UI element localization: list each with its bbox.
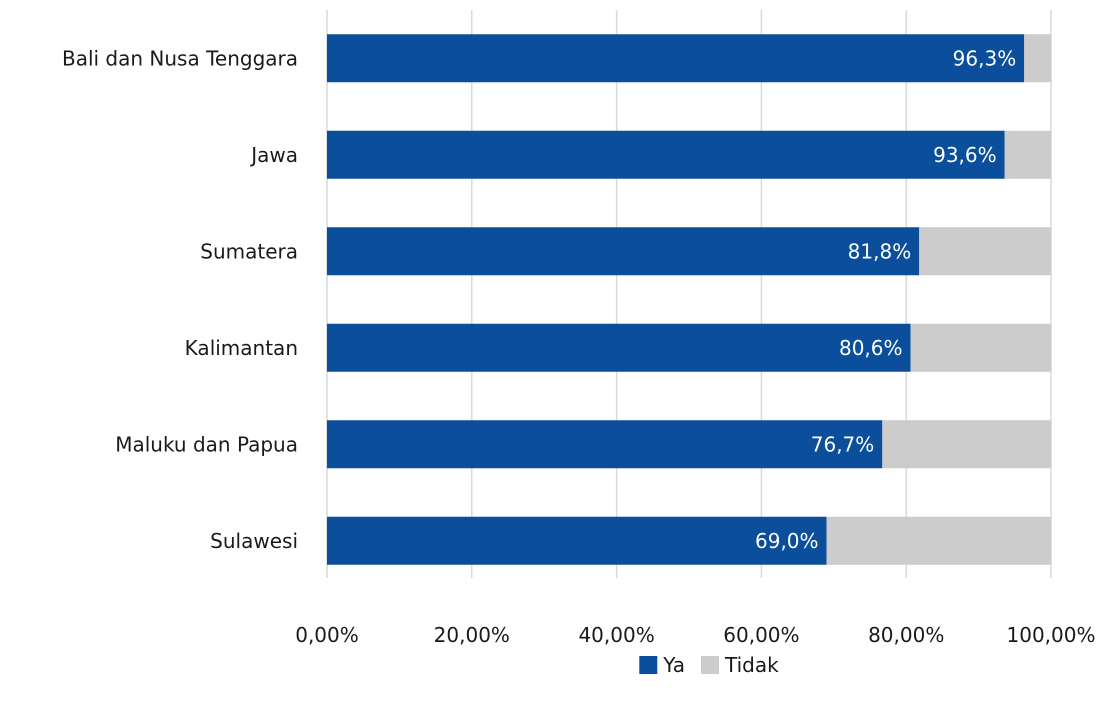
data-label: 80,6% [839,336,903,360]
bar-tidak-sumatera [919,227,1051,276]
legend-item: Ya [639,653,685,677]
legend-swatch [639,656,658,674]
bars [327,34,1051,565]
x-tick-label: 60,00% [723,623,799,647]
bar-tidak-jawa [1004,130,1051,179]
data-label: 96,3% [953,46,1017,70]
category-label: Sumatera [200,239,298,263]
bar-tidak-bali-dan-nusa-tenggara [1024,34,1051,83]
bar-ya-sumatera [327,227,920,276]
x-tick-label: 0,00% [295,623,359,647]
x-tick-label: 80,00% [868,623,944,647]
grid-lines [326,10,1052,578]
category-label: Bali dan Nusa Tenggara [62,46,298,70]
bar-ya-jawa [327,130,1005,179]
data-label: 69,0% [755,529,819,553]
category-label: Sulawesi [210,529,298,553]
data-label: 76,7% [811,432,875,456]
legend: Ya Tidak [639,653,779,677]
bar-tidak-kalimantan [910,323,1051,372]
x-tick-label: 20,00% [434,623,510,647]
bar-ya-sulawesi [327,516,827,565]
data-labels: 96,3% 93,6% 81,8% 80,6% 76,7% 69,0% [755,46,1016,553]
legend-label: Ya [662,653,685,677]
legend-label: Tidak [724,653,779,677]
category-label: Maluku dan Papua [115,432,298,456]
bar-tidak-maluku-dan-papua [882,420,1051,469]
data-label: 93,6% [933,143,997,167]
legend-swatch [701,656,720,674]
x-tick-label: 100,00% [1007,623,1096,647]
category-labels: Bali dan Nusa Tenggara Jawa Sumatera Kalima… [62,46,298,553]
bar-ya-maluku-dan-papua [327,420,883,469]
bar-ya-kalimantan [327,323,911,372]
legend-item: Tidak [701,653,779,677]
bar-ya-bali-dan-nusa-tenggara [327,34,1025,83]
data-label: 81,8% [848,239,912,263]
x-tick-label: 40,00% [578,623,654,647]
bar-tidak-sulawesi [826,516,1051,565]
category-label: Kalimantan [185,336,298,360]
x-axis-tick-labels: 0,00% 20,00% 40,00% 60,00% 80,00% 100,00% [295,623,1095,647]
category-label: Jawa [249,143,298,167]
